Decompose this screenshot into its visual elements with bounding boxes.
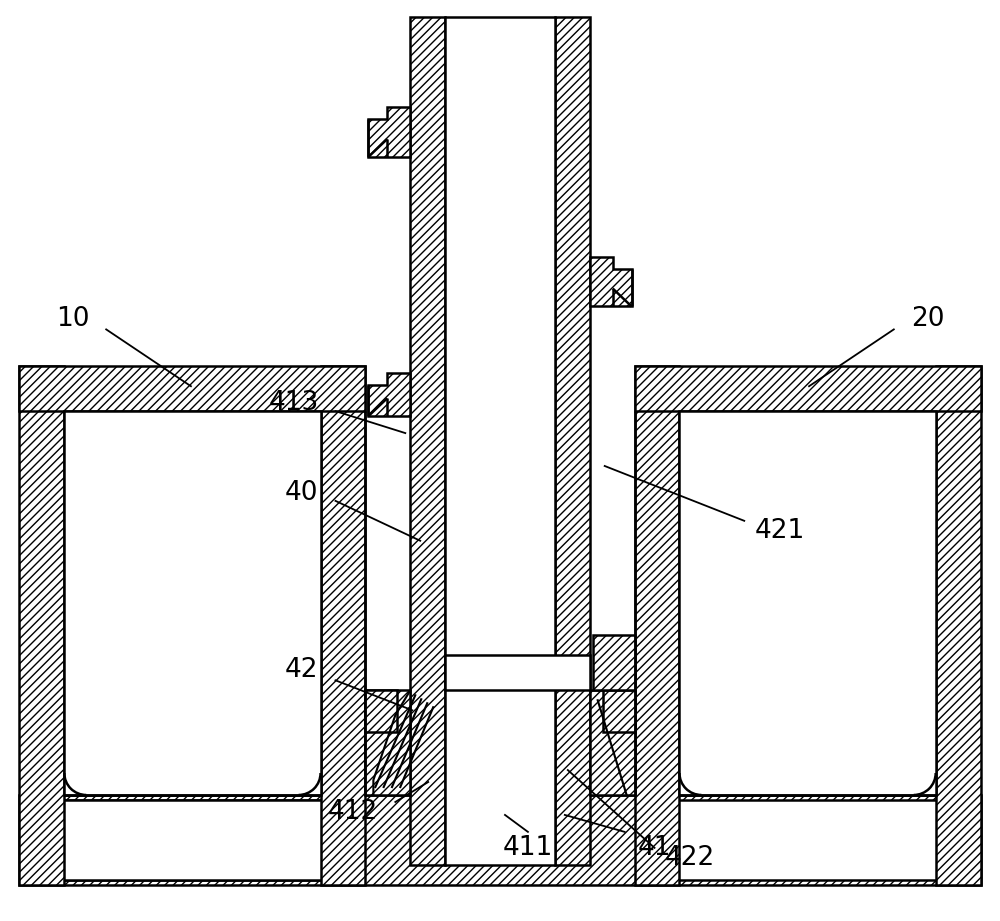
Text: 421: 421 (754, 518, 804, 543)
Text: 411: 411 (503, 834, 553, 861)
Polygon shape (365, 691, 397, 732)
Polygon shape (47, 800, 360, 880)
Text: 422: 422 (665, 845, 715, 870)
Text: 41: 41 (638, 834, 671, 861)
Polygon shape (368, 373, 410, 416)
Text: 10: 10 (56, 307, 89, 332)
Polygon shape (19, 367, 365, 411)
Polygon shape (445, 656, 590, 691)
Polygon shape (368, 107, 410, 157)
Polygon shape (593, 635, 635, 691)
Polygon shape (555, 17, 590, 865)
Polygon shape (936, 367, 981, 885)
Polygon shape (640, 800, 953, 880)
Polygon shape (321, 367, 365, 885)
Polygon shape (590, 257, 632, 307)
Polygon shape (19, 367, 64, 885)
Polygon shape (64, 411, 321, 795)
Polygon shape (679, 411, 936, 795)
Polygon shape (445, 17, 555, 865)
Polygon shape (365, 691, 410, 795)
Text: 412: 412 (328, 799, 378, 825)
Text: 40: 40 (285, 480, 319, 506)
Polygon shape (47, 800, 360, 880)
Text: 20: 20 (911, 307, 944, 332)
Polygon shape (635, 367, 679, 885)
Polygon shape (410, 17, 445, 865)
Polygon shape (603, 691, 635, 732)
Polygon shape (19, 795, 981, 885)
Text: 42: 42 (285, 658, 319, 683)
Polygon shape (635, 367, 981, 411)
Text: 413: 413 (268, 391, 319, 416)
Polygon shape (590, 691, 635, 795)
